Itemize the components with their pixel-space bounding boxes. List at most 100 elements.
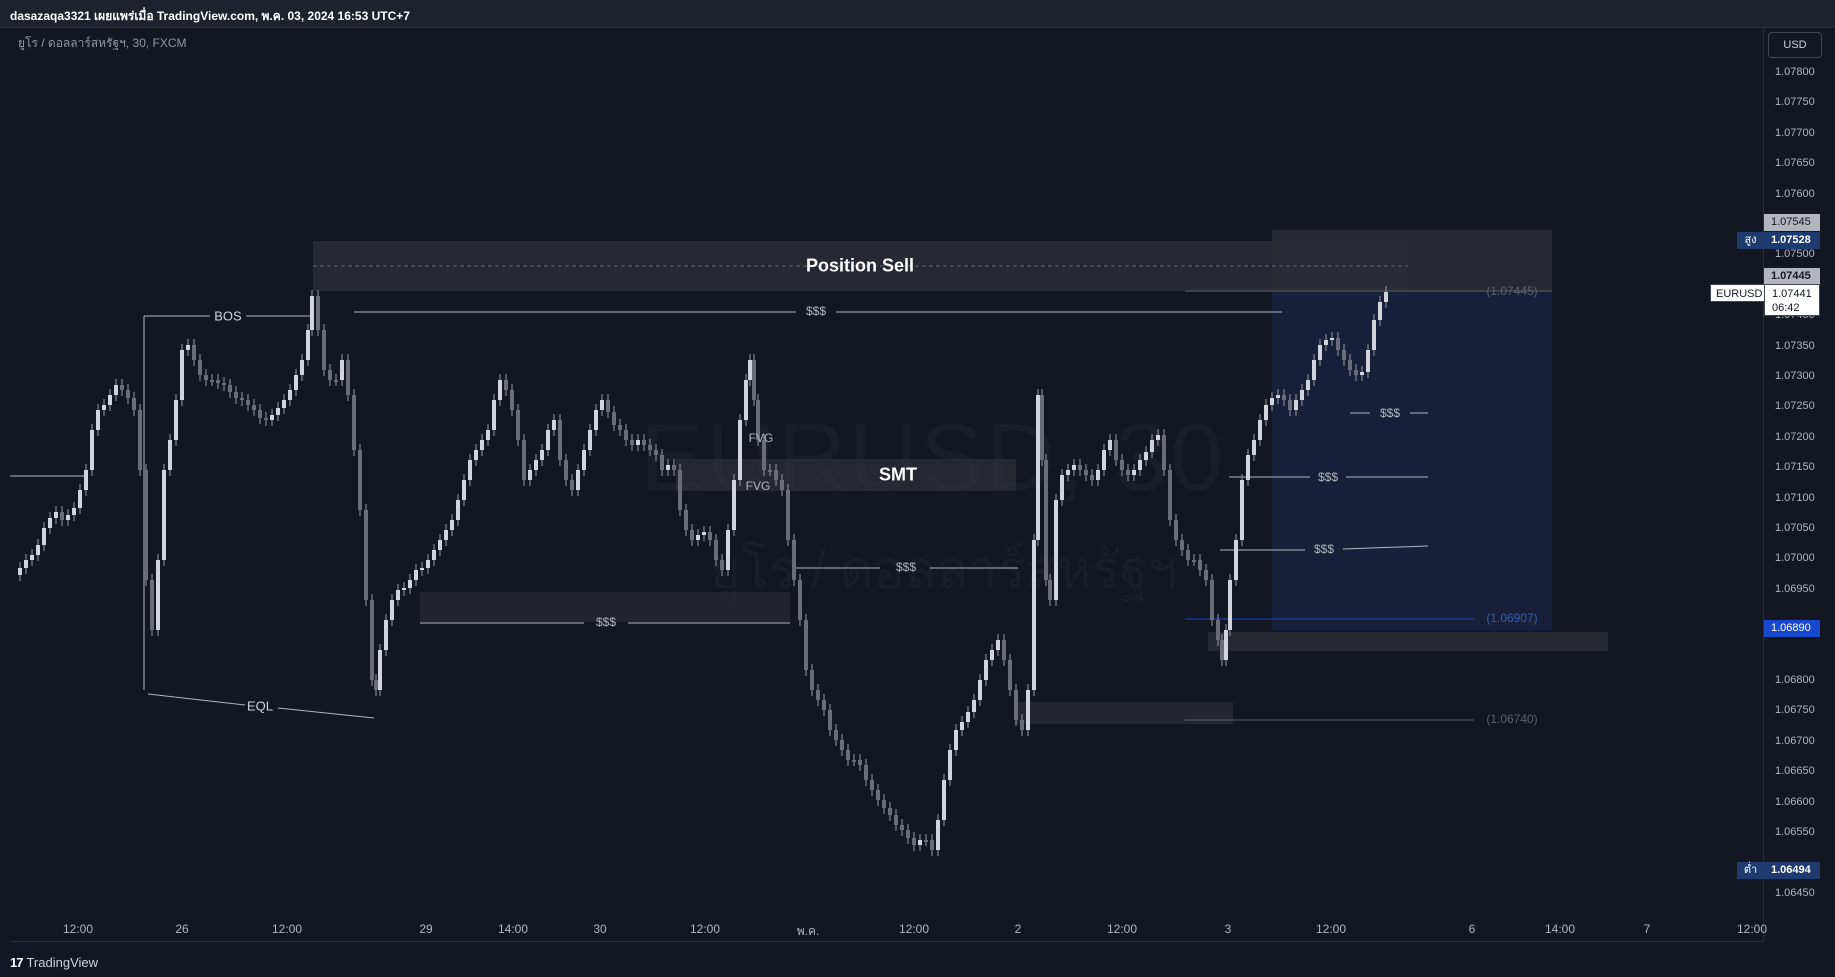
- candle-body: [540, 450, 544, 460]
- candle-body: [174, 400, 178, 440]
- price-tick: 1.07600: [1775, 187, 1815, 200]
- candle-body: [1060, 475, 1064, 500]
- candle-body: [294, 375, 298, 390]
- author-line: dasazaqa3321 เผยแพร่เมื่อ TradingView.co…: [10, 9, 410, 23]
- candle-body: [36, 545, 40, 555]
- candle-body: [30, 555, 34, 560]
- tv-logo-icon: 17: [10, 955, 24, 970]
- candle-body: [156, 560, 160, 630]
- candle-body: [144, 470, 148, 580]
- candle-body: [1366, 350, 1370, 372]
- candle-body: [846, 750, 850, 760]
- price-scale[interactable]: [1763, 28, 1835, 941]
- candle-body: [364, 510, 368, 600]
- time-tick: 3: [1224, 922, 1232, 936]
- candle-body: [480, 440, 484, 450]
- candle-body: [996, 640, 1000, 650]
- price-tick: 1.07700: [1775, 126, 1815, 139]
- candle-body: [696, 535, 700, 540]
- candle-body: [748, 360, 752, 380]
- candle-body: [558, 420, 562, 460]
- fvg-label-1: FVG: [748, 431, 774, 445]
- chart-pane[interactable]: EURUSD, 30 ยูโร / ดอลลาร์สหรัฐฯ: [10, 28, 1763, 941]
- candle-body: [702, 532, 706, 535]
- liquidity-r3-right: [1342, 545, 1429, 550]
- blue-level-tag: 1.06890: [1764, 620, 1820, 637]
- symbol-watermark: EURUSD, 30: [640, 404, 1226, 511]
- price-tick: 1.06750: [1775, 704, 1815, 717]
- candle-body: [516, 410, 520, 440]
- time-tick: 29: [419, 922, 433, 936]
- candle-body: [426, 560, 430, 568]
- candle-body: [582, 450, 586, 470]
- candle-body: [954, 730, 958, 750]
- candle-body: [300, 360, 304, 375]
- candle-body: [1264, 405, 1268, 420]
- candle-body: [546, 430, 550, 450]
- smt-label: SMT: [879, 464, 917, 485]
- candle-body: [912, 838, 916, 845]
- candle-body: [570, 480, 574, 490]
- candle-body: [246, 400, 250, 405]
- candle-body: [1360, 372, 1364, 375]
- candle-body: [108, 395, 112, 405]
- currency-button[interactable]: USD: [1768, 32, 1822, 58]
- candle-body: [1156, 435, 1160, 440]
- candle-body: [334, 380, 338, 382]
- candle-body: [978, 680, 982, 700]
- candle-body: [1336, 338, 1340, 350]
- candle-body: [96, 410, 100, 430]
- candle-body: [340, 360, 344, 380]
- time-tick: 30: [593, 922, 607, 936]
- candle-body: [1220, 640, 1224, 660]
- candle-body: [804, 620, 808, 670]
- time-tick: พ.ค.: [796, 924, 820, 938]
- time-tick: 7: [1643, 922, 1651, 936]
- time-tick: 26: [175, 922, 189, 936]
- candle-body: [126, 390, 130, 398]
- candle-body: [90, 430, 94, 470]
- candle-body: [600, 400, 604, 410]
- candle-body: [414, 570, 418, 580]
- candle-body: [84, 470, 88, 490]
- liquidity-label-bottom: $$$: [595, 615, 617, 629]
- candle-body: [1348, 360, 1352, 370]
- low-label: ต่ำ: [1737, 862, 1764, 879]
- candle-body: [282, 400, 286, 408]
- candle-body: [690, 530, 694, 540]
- price-tick: 1.07750: [1775, 96, 1815, 109]
- candle-body: [168, 440, 172, 470]
- candle-body: [1108, 440, 1112, 450]
- candle-body: [918, 840, 922, 845]
- candle-body: [1192, 560, 1196, 562]
- candle-body: [1054, 500, 1058, 600]
- high-label: สูง: [1737, 232, 1764, 249]
- candle-body: [1090, 475, 1094, 480]
- candle-body: [714, 540, 718, 560]
- candle-body: [1276, 395, 1280, 398]
- time-tick: 12:00: [62, 922, 94, 936]
- candle-body: [1138, 460, 1142, 470]
- price-tick: 1.07150: [1775, 461, 1815, 474]
- candle-body: [876, 790, 880, 800]
- time-tick: 6: [1468, 922, 1476, 936]
- price-tick: 1.06550: [1775, 826, 1815, 838]
- price-plot[interactable]: [10, 28, 1763, 941]
- level-label-06740: (1.06740): [1486, 712, 1538, 726]
- liquidity-label-mid: $$$: [895, 560, 917, 574]
- candle-body: [316, 296, 320, 330]
- candle-body: [1032, 540, 1036, 690]
- candle-body: [408, 580, 412, 588]
- candle-body: [270, 415, 274, 420]
- symbol-legend[interactable]: ยูโร / ดอลลาร์สหรัฐฯ, 30, FXCM: [18, 36, 187, 50]
- candle-body: [684, 510, 688, 530]
- candle-body: [972, 700, 976, 712]
- candle-body: [486, 430, 490, 440]
- price-tick: 1.06600: [1775, 795, 1815, 808]
- time-axis[interactable]: [10, 941, 1763, 963]
- candle-body: [322, 330, 326, 370]
- candle-body: [1008, 660, 1012, 690]
- candle-body: [816, 690, 820, 700]
- time-tick: 12:00: [1315, 922, 1347, 936]
- tradingview-logo[interactable]: 17 TradingView: [10, 955, 98, 970]
